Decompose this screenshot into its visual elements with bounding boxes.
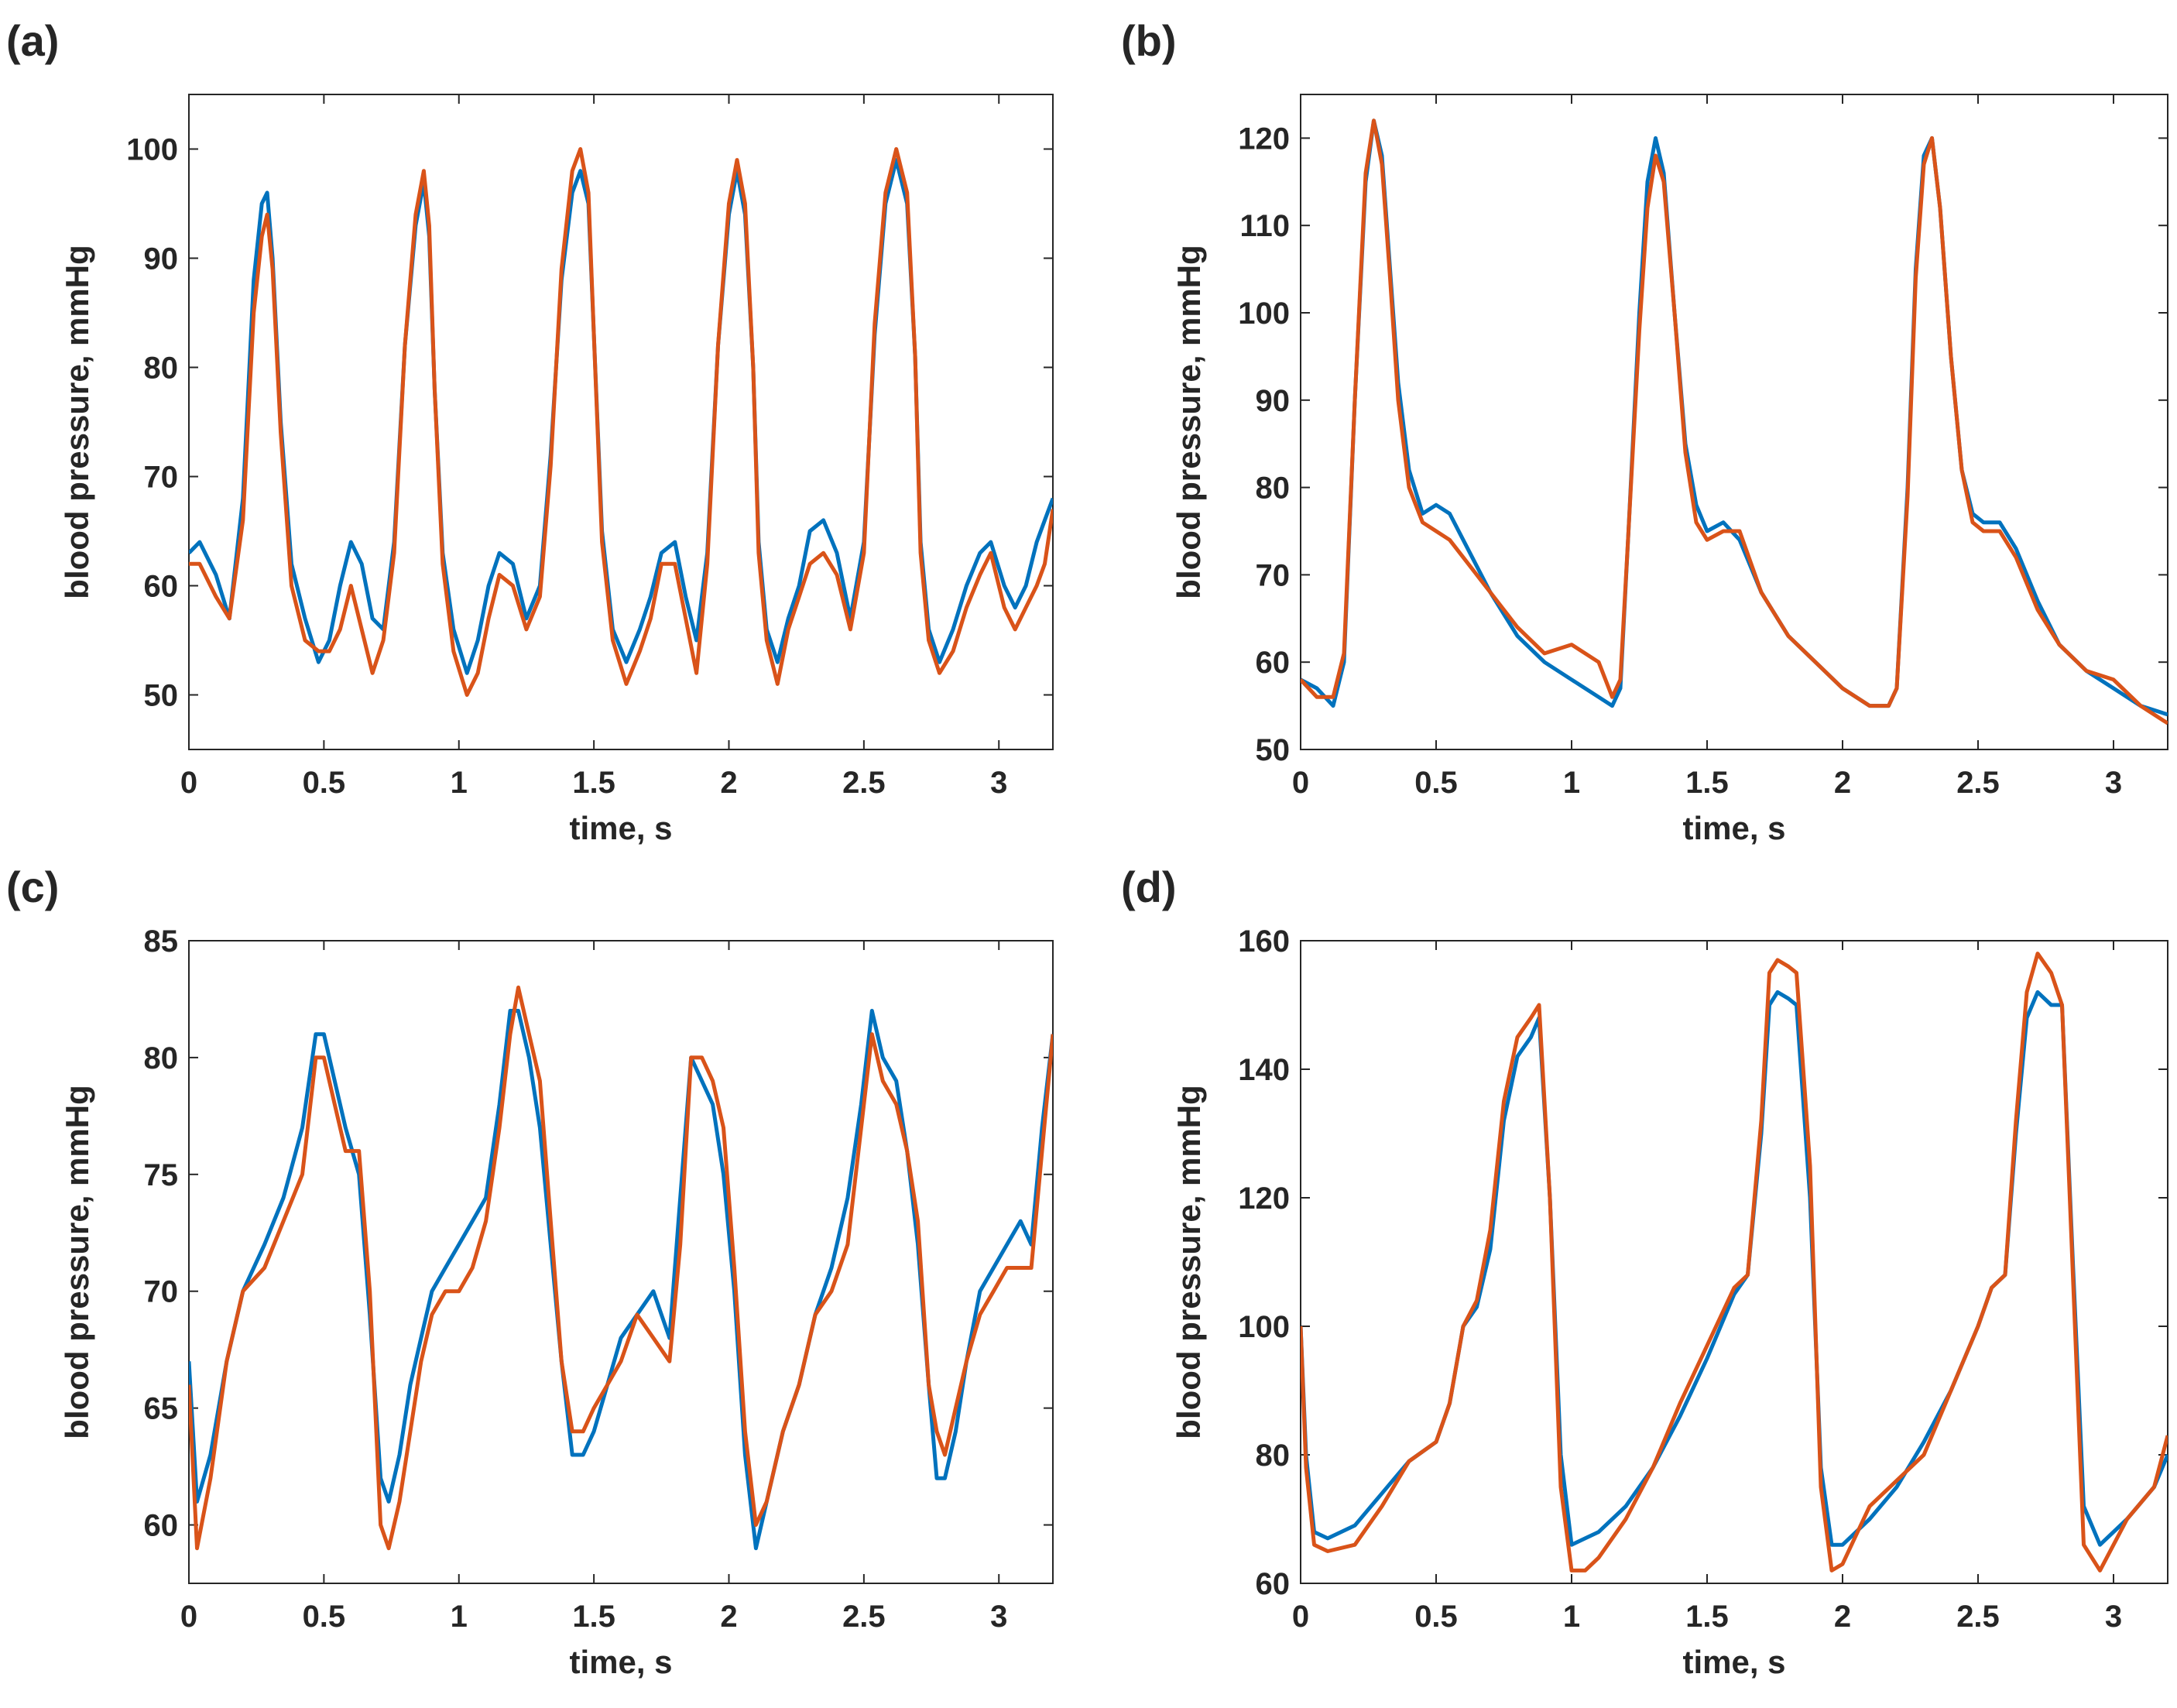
x-tick-label: 0.5 bbox=[303, 766, 346, 800]
y-tick-label: 50 bbox=[1256, 733, 1291, 767]
y-tick-label: 80 bbox=[144, 352, 179, 386]
x-tick-label: 2.5 bbox=[1956, 766, 2000, 800]
x-tick-label: 2 bbox=[1834, 766, 1851, 800]
y-tick-label: 70 bbox=[144, 461, 179, 495]
x-tick-label: 2 bbox=[1834, 1600, 1851, 1634]
x-axis-label: time, s bbox=[1682, 1644, 1785, 1680]
panel-b: (b) 0 0.5 1 1.5 2 2.5 3 50 60 70 80 90 100 110 120 time,… bbox=[1121, 16, 2168, 846]
panel-d: (d) 0 0.5 1 1.5 2 2.5 3 60 80 100 120 140 160 time, s b… bbox=[1121, 863, 2168, 1680]
x-tick-label: 1.5 bbox=[1685, 766, 1729, 800]
x-tick-label: 0 bbox=[1292, 766, 1309, 800]
y-tick-label: 160 bbox=[1238, 924, 1290, 959]
x-tick-label: 1 bbox=[451, 766, 468, 800]
y-tick-label: 110 bbox=[1239, 209, 1290, 243]
y-axis-label: blood pressure, mmHg bbox=[59, 1085, 95, 1439]
y-tick-label: 100 bbox=[1238, 1310, 1290, 1344]
y-tick-label: 90 bbox=[1256, 384, 1291, 418]
x-tick-label: 0 bbox=[180, 1600, 197, 1634]
x-tick-label: 3 bbox=[2105, 766, 2122, 800]
x-axis-label: time, s bbox=[569, 810, 672, 846]
y-tick-label: 90 bbox=[144, 242, 179, 276]
y-tick-label: 65 bbox=[144, 1392, 179, 1426]
y-tick-label: 120 bbox=[1238, 1182, 1290, 1216]
panel-label: (b) bbox=[1121, 16, 1177, 65]
x-tick-label: 3 bbox=[2105, 1600, 2122, 1634]
y-tick-label: 70 bbox=[144, 1275, 179, 1309]
y-tick-label: 70 bbox=[1256, 558, 1291, 592]
x-tick-label: 3 bbox=[990, 766, 1007, 800]
x-axis-label: time, s bbox=[1682, 810, 1785, 846]
y-tick-label: 60 bbox=[1256, 1567, 1291, 1601]
y-axis-label: blood pressure, mmHg bbox=[59, 245, 95, 598]
series-line-2 bbox=[189, 985, 1053, 1551]
x-tick-label: 0.5 bbox=[1414, 766, 1458, 800]
panel-a: (a) 0 0.5 1 1.5 2 2.5 3 50 60 70 80 90 100 time, s bloo… bbox=[6, 16, 1054, 846]
x-tick-label: 2.5 bbox=[1956, 1600, 2000, 1634]
series-line-2 bbox=[1301, 118, 2168, 725]
y-tick-label: 100 bbox=[126, 133, 178, 167]
y-tick-label: 50 bbox=[144, 679, 179, 713]
plot-area bbox=[1300, 940, 2168, 1584]
y-tick-label: 75 bbox=[144, 1158, 179, 1192]
y-tick-label: 120 bbox=[1238, 122, 1290, 156]
y-tick-label: 60 bbox=[1256, 646, 1291, 680]
y-tick-label: 100 bbox=[1238, 297, 1290, 331]
x-tick-label: 1.5 bbox=[572, 766, 615, 800]
y-tick-label: 85 bbox=[144, 924, 179, 959]
plot-area bbox=[1300, 94, 2168, 750]
x-tick-label: 2.5 bbox=[842, 766, 886, 800]
x-tick-label: 1.5 bbox=[1685, 1600, 1729, 1634]
y-tick-label: 80 bbox=[144, 1041, 179, 1075]
x-tick-label: 1.5 bbox=[572, 1600, 615, 1634]
y-axis-label: blood pressure, mmHg bbox=[1171, 245, 1207, 598]
panel-label: (a) bbox=[6, 16, 59, 65]
x-tick-label: 2 bbox=[720, 766, 737, 800]
y-axis-label: blood pressure, mmHg bbox=[1171, 1085, 1207, 1439]
x-tick-label: 0.5 bbox=[303, 1600, 346, 1634]
panel-c: (c) 0 0.5 1 1.5 2 2.5 3 60 65 70 75 80 85 time, s blood… bbox=[6, 863, 1054, 1680]
y-tick-label: 60 bbox=[144, 570, 179, 604]
series-line-2 bbox=[1301, 952, 2168, 1573]
x-tick-label: 2 bbox=[720, 1600, 737, 1634]
plot-area bbox=[188, 940, 1054, 1584]
y-tick-label: 140 bbox=[1238, 1053, 1290, 1087]
panel-label: (c) bbox=[6, 863, 59, 911]
series-line-2 bbox=[189, 147, 1053, 697]
x-tick-label: 0 bbox=[1292, 1600, 1309, 1634]
y-tick-label: 60 bbox=[144, 1509, 179, 1543]
x-tick-label: 1 bbox=[1563, 1600, 1580, 1634]
x-tick-label: 3 bbox=[990, 1600, 1007, 1634]
x-tick-label: 0 bbox=[180, 766, 197, 800]
x-tick-label: 1 bbox=[451, 1600, 468, 1634]
y-tick-label: 80 bbox=[1256, 472, 1291, 506]
panel-label: (d) bbox=[1121, 863, 1177, 911]
y-tick-label: 80 bbox=[1256, 1439, 1291, 1473]
x-axis-label: time, s bbox=[569, 1644, 672, 1680]
x-tick-label: 0.5 bbox=[1414, 1600, 1458, 1634]
x-tick-label: 1 bbox=[1563, 766, 1580, 800]
x-tick-label: 2.5 bbox=[842, 1600, 886, 1634]
